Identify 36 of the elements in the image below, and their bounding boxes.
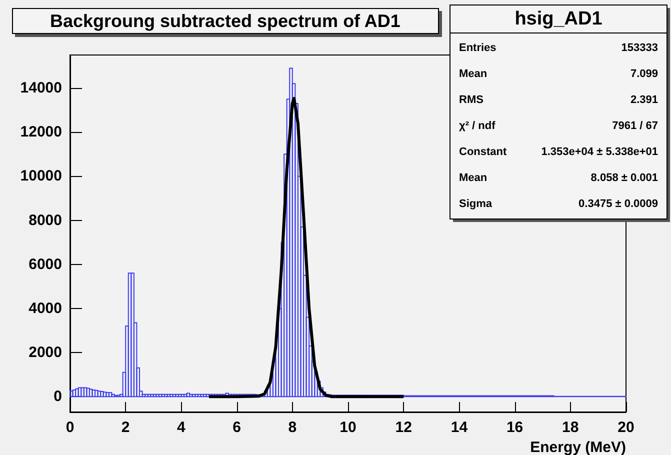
x-tick-label: 20 <box>618 419 634 436</box>
x-tick-label: 18 <box>562 419 579 436</box>
text: 7.099 <box>630 68 658 80</box>
x-tick-label: 8 <box>288 419 297 436</box>
annotation: 1.353e+04 ± 5.338e+01 <box>541 146 658 158</box>
annotation: 0.3475 ± 0.0009 <box>578 198 658 210</box>
x-tick-label: 12 <box>395 419 412 436</box>
annotation: χ² / ndf <box>459 120 496 132</box>
x-tick-label: 6 <box>232 419 241 436</box>
x-tick-label: 14 <box>450 419 468 436</box>
annotation: 7961 / 67 <box>612 120 658 132</box>
annotation: RMS <box>459 94 484 106</box>
x-tick-label: 0 <box>66 419 74 436</box>
y-tick-label: 12000 <box>20 124 62 141</box>
text: 153333 <box>621 42 658 54</box>
y-tick-label: 8000 <box>28 212 62 229</box>
y-tick-label: 4000 <box>28 300 62 317</box>
y-tick-label: 6000 <box>28 256 62 273</box>
x-tick-label: 2 <box>121 419 130 436</box>
y-tick-label: 14000 <box>20 80 62 97</box>
text: hsig_AD1 <box>514 8 603 30</box>
x-tick-label: 10 <box>340 419 356 436</box>
annotation: 8.058 ± 0.001 <box>590 172 658 184</box>
annotation: Mean <box>459 172 488 184</box>
annotation: Constant <box>459 146 507 158</box>
y-tick-label: 0 <box>54 388 62 406</box>
text: 2.391 <box>630 94 658 106</box>
x-tick-label: 4 <box>177 419 186 436</box>
y-tick-label: 2000 <box>28 344 62 361</box>
text: Entries <box>459 42 496 54</box>
annotation: Sigma <box>459 198 493 210</box>
x-axis-title: Energy (MeV) <box>530 439 626 455</box>
x-tick-label: 16 <box>506 419 524 436</box>
y-tick-label: 10000 <box>20 168 62 185</box>
annotation: Mean <box>459 68 488 80</box>
chart-title: Backgroung subtracted spectrum of AD1 <box>50 11 400 31</box>
